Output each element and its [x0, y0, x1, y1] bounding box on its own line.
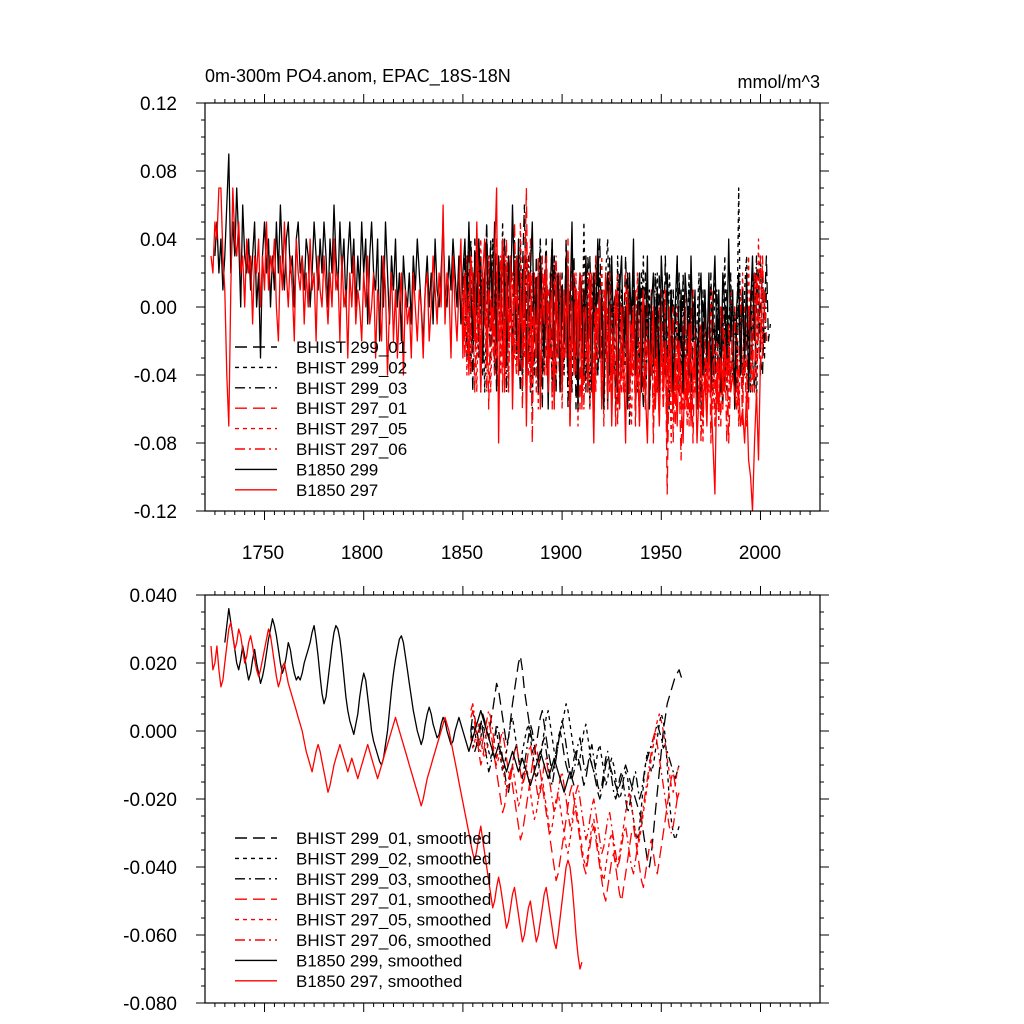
legend-label: B1850 299, smoothed [296, 951, 462, 970]
bottom-axis-ticks [196, 586, 829, 1012]
bottom-ytick-label: -0.020 [123, 790, 177, 811]
top-series-layer [210, 153, 772, 512]
top-xtick-label: 1950 [640, 543, 682, 564]
series-line-8 [210, 621, 583, 970]
legend-label: BHIST 299_02, smoothed [296, 849, 491, 868]
top-panel: 0m-300m PO4.anom, EPAC_18S-18N mmol/m^3 … [134, 66, 829, 564]
top-axis-ticks [196, 94, 829, 520]
series-line-6 [470, 703, 680, 875]
series-line-3 [470, 720, 680, 814]
legend-label: BHIST 297_01, smoothed [296, 890, 491, 909]
legend-label: BHIST 297_06 [296, 440, 407, 459]
bottom-ytick-label: -0.080 [123, 994, 177, 1015]
legend-label: B1850 297, smoothed [296, 972, 462, 991]
top-ytick-label: 0.00 [140, 298, 177, 319]
top-xtick-label: 1750 [242, 543, 284, 564]
legend-label: BHIST 299_03, smoothed [296, 870, 491, 889]
top-xtick-label: 2000 [739, 543, 781, 564]
series-line-4 [470, 709, 680, 902]
legend-label: B1850 297 [296, 481, 378, 500]
top-xtick-label: 1850 [441, 543, 483, 564]
legend-label: BHIST 297_01 [296, 399, 407, 418]
top-xtick-label: 1900 [540, 543, 582, 564]
series-line-8 [210, 187, 763, 512]
top-ytick-label: -0.04 [134, 366, 178, 387]
bottom-ytick-label: 0.020 [129, 654, 177, 675]
legend-label: BHIST 299_01, smoothed [296, 829, 491, 848]
top-ytick-label: 0.12 [140, 94, 177, 115]
legend-label: BHIST 297_06, smoothed [296, 931, 491, 950]
chart-title: 0m-300m PO4.anom, EPAC_18S-18N [205, 66, 511, 87]
units-label: mmol/m^3 [738, 72, 820, 92]
bottom-ytick-label: 0.040 [129, 586, 177, 607]
top-xtick-label: 1800 [341, 543, 383, 564]
series-line-2 [470, 703, 680, 841]
bottom-ytick-label: -0.040 [123, 858, 177, 879]
top-ytick-label: 0.08 [140, 162, 177, 183]
series-line-7 [224, 607, 575, 793]
legend-label: B1850 299 [296, 460, 378, 479]
legend-label: BHIST 299_03 [296, 379, 407, 398]
legend-label: BHIST 299_02 [296, 358, 407, 377]
bottom-ytick-label: 0.000 [129, 722, 177, 743]
top-ytick-label: 0.04 [140, 230, 177, 251]
series-line-5 [462, 221, 764, 444]
top-ytick-label: -0.12 [134, 502, 177, 523]
legend-label: BHIST 297_05 [296, 420, 407, 439]
legend-label: BHIST 299_01 [296, 338, 407, 357]
legend-label: BHIST 297_05, smoothed [296, 911, 491, 930]
top-ytick-label: -0.08 [134, 434, 177, 455]
bottom-series-layer [210, 607, 684, 970]
bottom-ytick-label: -0.060 [123, 926, 177, 947]
